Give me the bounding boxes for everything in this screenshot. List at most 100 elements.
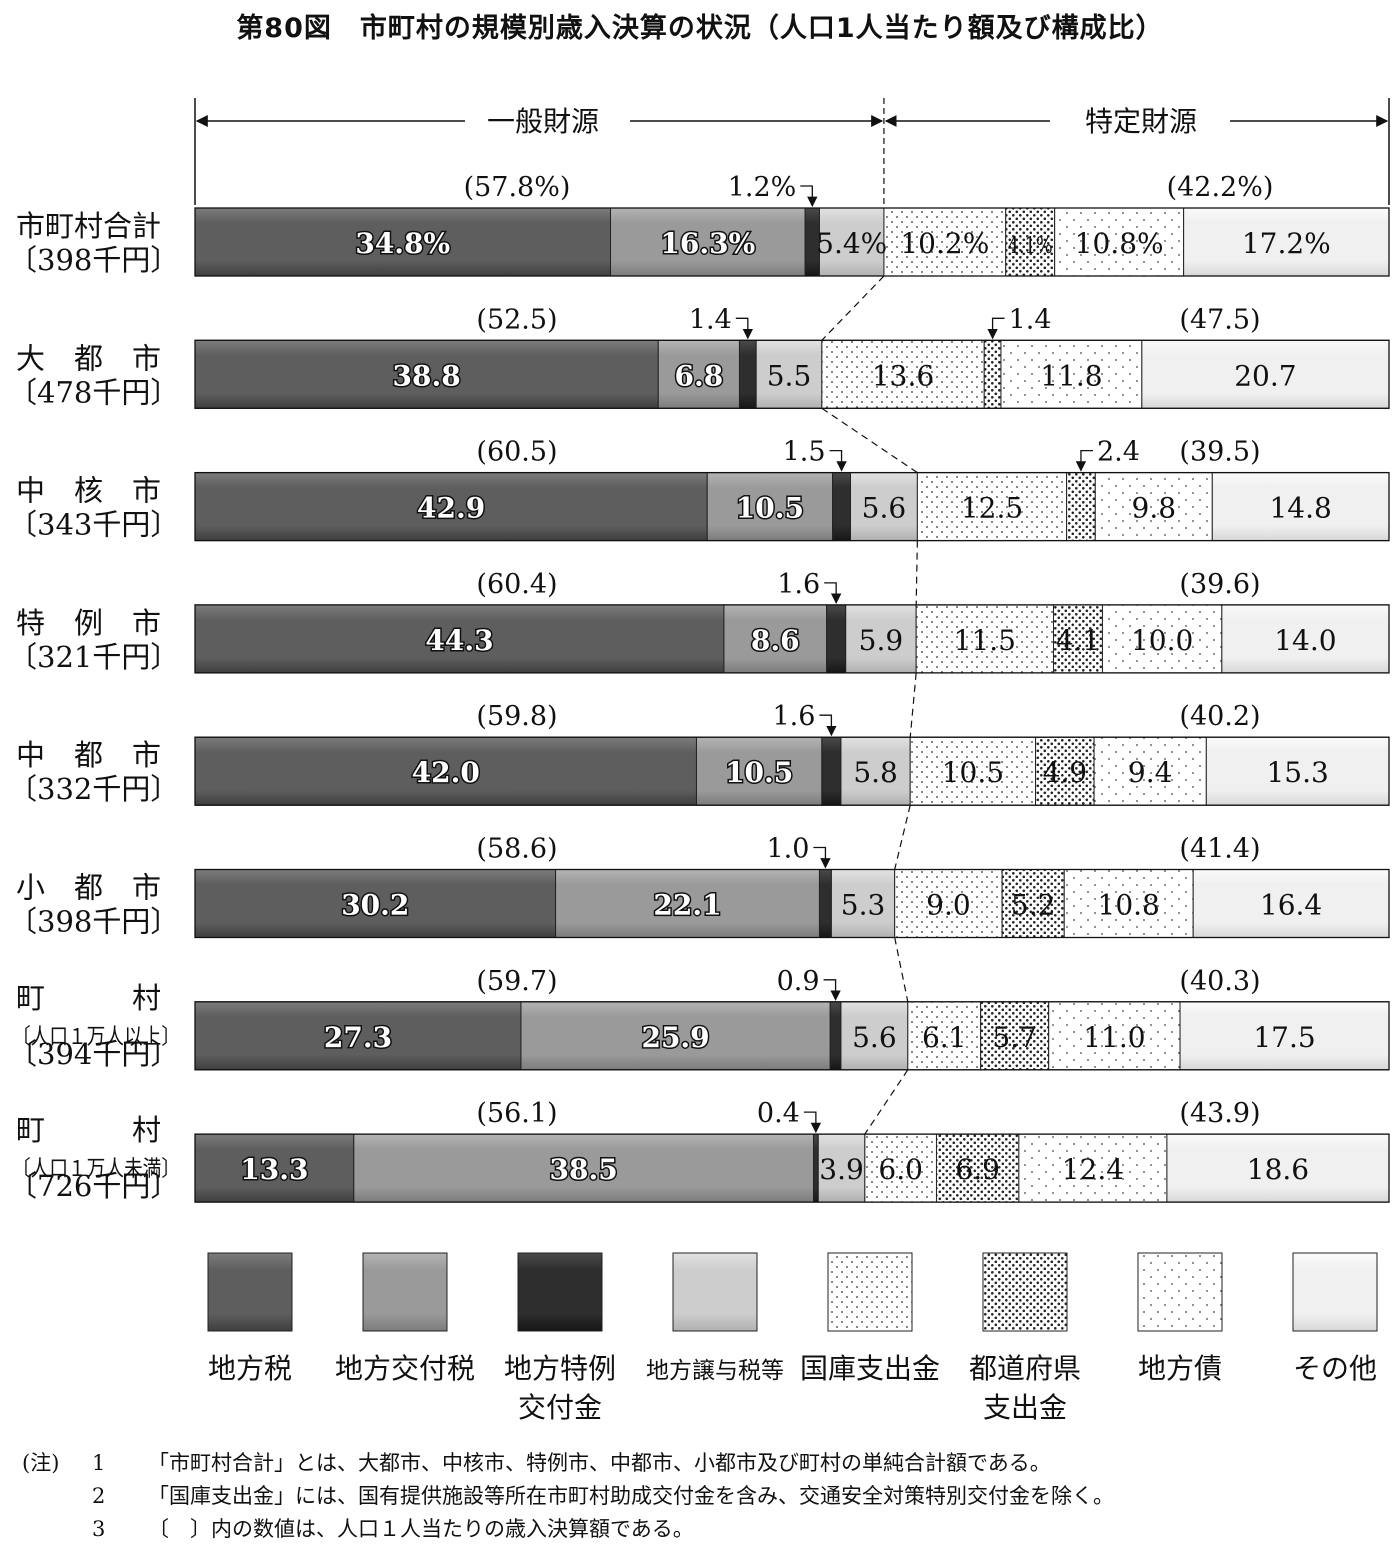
value-label: 38.8 bbox=[393, 359, 461, 392]
general-total-label: (60.4) bbox=[476, 569, 557, 600]
bar-segment bbox=[812, 1133, 819, 1203]
legend-label: 支出金 bbox=[983, 1391, 1067, 1424]
value-label: 27.3 bbox=[324, 1021, 392, 1054]
specific-total-label: (42.2%) bbox=[1167, 172, 1274, 203]
callout-label: 1.6 bbox=[772, 701, 815, 732]
general-total-label: (58.6) bbox=[476, 834, 557, 865]
value-label: 20.7 bbox=[1234, 359, 1296, 392]
bar-segment bbox=[555, 869, 820, 938]
note-text: 「市町村合計」とは、大都市、中核市、特例市、中都市、小都市及び町村の単純合計額で… bbox=[148, 1451, 1051, 1475]
bar-outline bbox=[194, 1133, 1390, 1203]
value-label: 16.3% bbox=[660, 227, 755, 260]
specific-source-label: 特定財源 bbox=[1085, 105, 1197, 138]
value-label: 38.5 bbox=[550, 1153, 618, 1186]
value-label: 5.7 bbox=[992, 1021, 1037, 1054]
bar-segment bbox=[1211, 472, 1390, 542]
value-label: 6.1 bbox=[922, 1021, 967, 1054]
general-total-label: (60.5) bbox=[476, 437, 557, 468]
bar-segment bbox=[1001, 869, 1065, 938]
specific-total-label: (47.5) bbox=[1179, 304, 1260, 335]
divider-connector bbox=[909, 672, 917, 738]
legend-label: 地方税 bbox=[208, 1352, 292, 1385]
value-label: 4.1% bbox=[1008, 234, 1053, 259]
bar-segment bbox=[1179, 1001, 1390, 1071]
bar-segment bbox=[723, 604, 828, 674]
per-capita-amount: 〔332千円〕 bbox=[8, 772, 179, 806]
callout-label: 2.4 bbox=[1097, 437, 1140, 468]
notes: (注) 1 「市町村合計」とは、大都市、中核市、特例市、中都市、小都市及び町村の単純… bbox=[22, 1447, 1114, 1546]
value-label: 5.2 bbox=[1011, 889, 1056, 922]
value-label: 30.2 bbox=[341, 889, 409, 922]
value-label: 5.9 bbox=[859, 624, 904, 657]
divider-connector bbox=[915, 540, 918, 605]
specific-total-label: (40.2) bbox=[1179, 701, 1260, 732]
value-label: 11.8 bbox=[1040, 359, 1102, 392]
bar-segment bbox=[657, 339, 740, 409]
legend-item: 地方譲与税等 bbox=[646, 1252, 784, 1384]
value-label: 8.6 bbox=[751, 624, 800, 657]
value-label: 12.5 bbox=[961, 492, 1023, 525]
callout-arrow bbox=[823, 979, 841, 1001]
legend-item: 地方債 bbox=[1137, 1252, 1223, 1385]
per-capita-amount: 〔321千円〕 bbox=[8, 640, 179, 674]
value-label: 11.5 bbox=[954, 624, 1016, 657]
category-sublabel: 〔人口１万人未満〕 bbox=[12, 1157, 180, 1182]
bar-rows: 市町村合計〔398千円〕 34.8% 16.3% 5.4% 10.2% 4.1% 10.8%… bbox=[8, 172, 1390, 1203]
specific-total-label: (39.6) bbox=[1179, 569, 1260, 600]
value-label: 4.1 bbox=[1056, 624, 1101, 657]
value-label: 6.9 bbox=[955, 1153, 1000, 1186]
bar-segment bbox=[1052, 604, 1103, 674]
value-label: 42.0 bbox=[412, 756, 480, 789]
category-label: 町 村 bbox=[16, 981, 161, 1015]
category-label: 中 核 市 bbox=[16, 474, 161, 508]
legend-swatch bbox=[1137, 1252, 1223, 1332]
bar-row: 大 都 市〔478千円〕 38.8 6.8 5.5 13.6 11.8 20.7 (52.5)… bbox=[8, 304, 1390, 409]
bar-segment bbox=[706, 472, 834, 542]
bar-segment bbox=[829, 1001, 842, 1071]
callout-arrow bbox=[819, 714, 837, 737]
category-label: 特 例 市 bbox=[16, 606, 161, 640]
divider-connectors bbox=[821, 275, 918, 1135]
notes-head: (注) bbox=[22, 1451, 60, 1475]
value-label: 14.8 bbox=[1269, 492, 1331, 525]
bar-segment bbox=[1018, 1133, 1168, 1203]
bar-segment bbox=[818, 869, 832, 938]
value-label: 34.8% bbox=[355, 227, 450, 260]
bar-outline bbox=[194, 1001, 1390, 1071]
general-source-label: 一般財源 bbox=[487, 105, 599, 138]
value-label: 17.5 bbox=[1253, 1021, 1315, 1054]
bar-outline bbox=[194, 868, 1390, 939]
legend-item: 地方交付税 bbox=[335, 1252, 475, 1385]
legend-label: その他 bbox=[1293, 1352, 1377, 1385]
value-label: 5.5 bbox=[767, 359, 812, 392]
bar-segment bbox=[980, 1001, 1050, 1071]
note-item-2: 2 「国庫支出金」には、国有提供施設等所在市町村助成交付金を含み、交通安全対策特別… bbox=[22, 1480, 1114, 1513]
bar-segment bbox=[826, 604, 847, 674]
value-label: 5.8 bbox=[853, 756, 898, 789]
bar-segment bbox=[907, 1001, 982, 1071]
value-label: 10.5 bbox=[725, 756, 793, 789]
note-text: 〔 〕内の数値は、人口１人当たりの歳入決算額である。 bbox=[148, 1517, 694, 1541]
value-label: 5.3 bbox=[841, 889, 886, 922]
value-label: 9.0 bbox=[926, 889, 971, 922]
bar-segment bbox=[194, 1001, 522, 1071]
bar-segment bbox=[915, 604, 1054, 674]
bar-segment bbox=[1192, 869, 1390, 938]
value-label: 10.8% bbox=[1075, 227, 1164, 260]
bar-segment bbox=[1048, 1001, 1181, 1071]
value-label: 10.5 bbox=[736, 492, 804, 525]
bar-segment bbox=[832, 472, 852, 542]
divider-connector bbox=[821, 407, 918, 474]
bar-segment bbox=[864, 1133, 937, 1203]
bar-segment bbox=[1094, 472, 1213, 542]
per-capita-amount: 〔394千円〕 bbox=[8, 1037, 179, 1071]
callout-label: 1.2% bbox=[728, 172, 797, 203]
specific-total-label: (40.3) bbox=[1179, 966, 1260, 997]
bar-outline bbox=[194, 339, 1390, 409]
bar-segment bbox=[916, 472, 1068, 542]
legend-swatch bbox=[1292, 1252, 1378, 1332]
specific-total-label: (41.4) bbox=[1179, 834, 1260, 865]
